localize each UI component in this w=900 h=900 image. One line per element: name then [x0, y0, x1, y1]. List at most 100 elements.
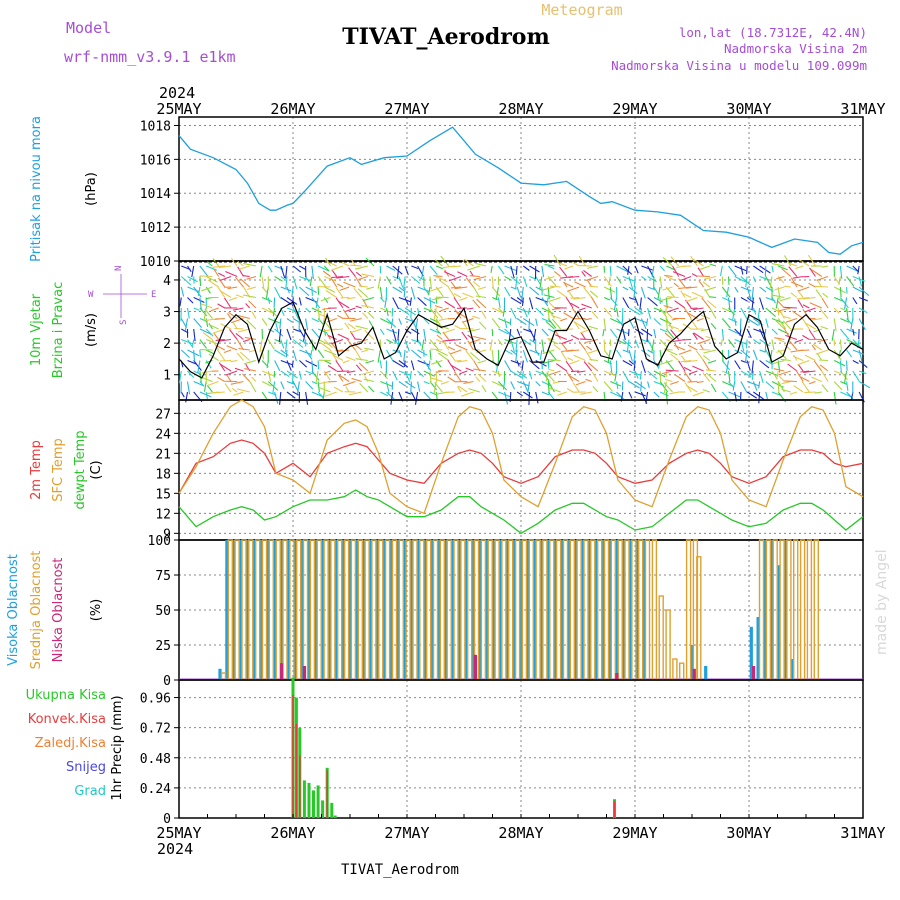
wind-arrow: [230, 380, 244, 385]
wind-arrow: [740, 265, 744, 275]
time-tick-bottom-5: 30MAY: [726, 824, 771, 842]
wind-arrow: [603, 286, 616, 293]
wind-arrow: [337, 314, 344, 319]
cloud-mid-bar: [439, 539, 445, 681]
wind-arrow: [193, 286, 202, 298]
wind-arrow: [796, 296, 810, 300]
wind-arrow: [354, 338, 362, 341]
wind-arrow: [545, 275, 555, 280]
wind-arrow: [548, 296, 561, 303]
panels: 1010101210141016101812349121518212427025…: [140, 116, 871, 827]
wind-arrow: [691, 273, 698, 277]
wind-arrow: [259, 265, 263, 278]
wind-arrow: [726, 286, 730, 298]
wind-arrow: [628, 296, 637, 301]
wind-arrow: [468, 388, 480, 393]
wind-arrow: [427, 360, 431, 370]
cloud-low-bar: [280, 663, 284, 680]
wind-arrow: [821, 384, 829, 393]
y-tick-label-pressure: 1012: [140, 221, 171, 236]
wind-arrow: [366, 286, 375, 290]
wind-arrow: [193, 307, 200, 311]
wind-arrow: [186, 381, 191, 395]
wind-arrow: [456, 386, 462, 393]
wind-arrow: [267, 381, 279, 391]
precip-total-bar: [316, 785, 320, 818]
wind-arrow: [776, 370, 779, 378]
wind-arrow: [237, 261, 244, 267]
wind-arrow: [734, 318, 737, 326]
wind-arrow: [696, 275, 710, 278]
wind-arrow: [324, 286, 336, 293]
wind-arrow: [187, 265, 192, 273]
wind-arrow: [610, 380, 622, 387]
wind-arrow: [259, 339, 263, 353]
cloud-high-bar: [749, 626, 753, 680]
wind-arrow: [858, 370, 867, 375]
wind-arrow: [688, 370, 698, 375]
wind-arrow: [759, 265, 771, 274]
wind-arrow: [664, 378, 673, 383]
wind-arrow: [284, 339, 288, 352]
wind-arrow: [709, 263, 717, 267]
wind-arrow: [497, 370, 500, 377]
wind-arrow: [628, 381, 640, 389]
precip-convective-bar: [299, 755, 301, 818]
wind-arrow: [187, 339, 194, 349]
wind-arrow: [267, 265, 273, 273]
wind-arrow: [318, 386, 331, 393]
wind-unit: (m/s): [84, 313, 99, 347]
wind-arrow: [622, 297, 630, 309]
wind-arrow: [579, 307, 586, 311]
wind-arrow: [683, 370, 692, 382]
wind-arrow: [437, 352, 450, 361]
wind-arrow: [781, 268, 792, 277]
wind-arrow: [435, 276, 448, 283]
cloud-high-bar: [553, 540, 557, 680]
wind-arrow: [647, 297, 658, 307]
wind-arrow: [839, 265, 843, 279]
wind-arrow: [808, 329, 816, 340]
wind-arrow: [392, 265, 403, 275]
wind-arrow: [575, 380, 586, 386]
wind-arrow: [777, 300, 785, 309]
wind-arrow: [771, 339, 775, 351]
wind-arrow: [753, 391, 765, 400]
wind-arrow: [746, 380, 760, 387]
wind-arrow: [247, 286, 257, 291]
pressure-unit: (hPa): [84, 172, 99, 206]
cloud-high-bar: [293, 540, 297, 680]
wind-arrow: [734, 286, 739, 293]
wind-arrow: [187, 359, 197, 365]
wind-arrow: [710, 322, 717, 330]
wind-arrow: [510, 265, 515, 279]
wind-arrow: [219, 359, 232, 362]
wind-arrow: [232, 307, 244, 311]
wind-arrow: [535, 296, 548, 303]
cloud-high-bar: [770, 540, 774, 680]
wind-arrow: [728, 328, 741, 335]
wind-arrow: [581, 271, 586, 277]
wind-arrow: [274, 391, 279, 404]
wind-arrow: [703, 349, 717, 354]
wind-arrow: [662, 286, 673, 291]
wind-arrow: [461, 331, 468, 340]
cloud-mid-bar: [419, 539, 425, 681]
wind-arrow: [343, 281, 356, 288]
wind-arrow: [440, 307, 449, 312]
wind-arrow: [653, 370, 666, 378]
wind-arrow: [603, 307, 613, 318]
wind-arrow: [305, 349, 313, 360]
cloud-mid-bar: [528, 539, 534, 681]
cloud-mid-bar: [501, 539, 507, 681]
wind-arrow: [809, 302, 823, 309]
wind-arrow: [759, 370, 764, 383]
wind-arrow: [323, 339, 333, 348]
wind-arrow: [435, 265, 443, 270]
wind-arrow: [752, 307, 757, 315]
wind-arrow: [740, 370, 752, 378]
wind-arrow: [665, 369, 679, 372]
y-tick-label-clouds: 50: [155, 604, 171, 619]
wind-arrow: [586, 345, 593, 351]
wind-arrow: [690, 307, 698, 310]
